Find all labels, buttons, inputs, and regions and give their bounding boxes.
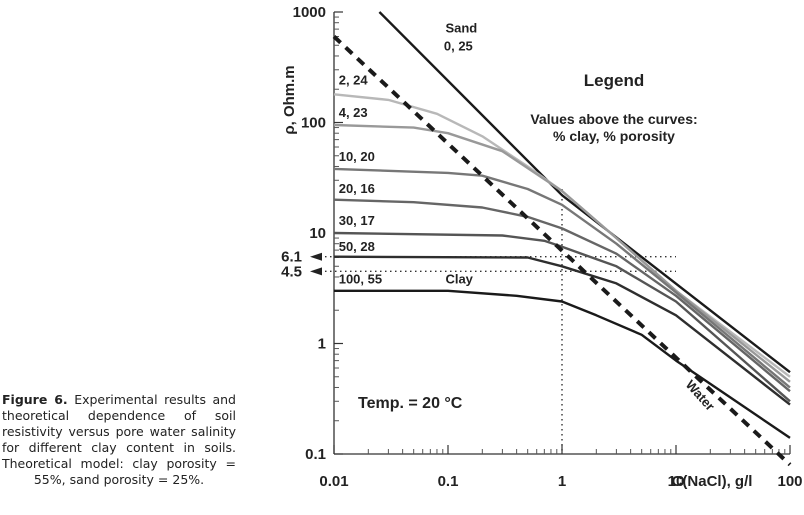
- curve-label: 2, 24: [339, 73, 369, 88]
- x-axis-title: C(NaCl), g/l: [672, 473, 753, 490]
- y-tick-label: 1: [318, 336, 326, 353]
- series-line-sand-0-25: [378, 11, 791, 374]
- x-tick-label: 0.01: [319, 473, 348, 490]
- temperature-label: Temp. = 20 °C: [358, 395, 463, 412]
- series-line-10-20: [333, 167, 791, 389]
- curve-label: 4, 23: [339, 105, 368, 120]
- reference-arrow: [310, 267, 322, 276]
- reference-label: 4.5: [281, 263, 302, 280]
- y-tick-label: 10: [309, 225, 326, 242]
- series-line-20-16: [333, 198, 791, 393]
- x-tick-label: 10: [668, 473, 685, 490]
- figure-caption-text: Experimental results and theoretical dep…: [2, 392, 236, 487]
- curve-label: 100, 55: [339, 271, 382, 286]
- series-line-50-28: [333, 255, 791, 406]
- y-tick-label: 100: [301, 115, 326, 132]
- series-line-30-17: [333, 231, 791, 403]
- legend-subtitle-line2: % clay, % porosity: [553, 128, 675, 144]
- series-layer: [332, 11, 792, 467]
- series-line-water: [332, 35, 792, 467]
- label-layer: 0.01 0.1 1 10 100 0.1 1 10 100 1000 6.14.5 Sand 0, 2…: [281, 4, 802, 490]
- curve-label: 30, 17: [339, 213, 375, 228]
- x-tick-label: 1: [558, 473, 566, 490]
- y-axis-title: ρ, Ohm.m: [281, 65, 298, 134]
- curve-label: 50, 28: [339, 239, 375, 254]
- reference-label: 6.1: [281, 249, 302, 266]
- legend-subtitle-line1: Values above the curves:: [530, 111, 697, 127]
- series-line-100-55: [334, 289, 791, 439]
- x-tick-label: 0.1: [438, 473, 459, 490]
- reference-arrow: [310, 252, 322, 261]
- figure-caption-label: Figure 6.: [2, 392, 68, 407]
- series-line-4-23: [333, 123, 791, 383]
- figure-caption: Figure 6. Experimental results and theor…: [2, 392, 236, 488]
- curve-label-sand: Sand: [445, 21, 477, 36]
- chart-frame: [333, 11, 791, 455]
- curve-label: 20, 16: [339, 181, 375, 196]
- legend-title: Legend: [584, 71, 644, 90]
- x-tick-label: 100: [777, 473, 802, 490]
- reference-lines: [310, 189, 676, 454]
- y-tick-label: 0.1: [305, 446, 326, 463]
- curve-label-clay: Clay: [445, 271, 473, 286]
- y-tick-label: 1000: [293, 4, 326, 21]
- curve-label-sand-values: 0, 25: [444, 38, 473, 53]
- curve-label: 10, 20: [339, 149, 375, 164]
